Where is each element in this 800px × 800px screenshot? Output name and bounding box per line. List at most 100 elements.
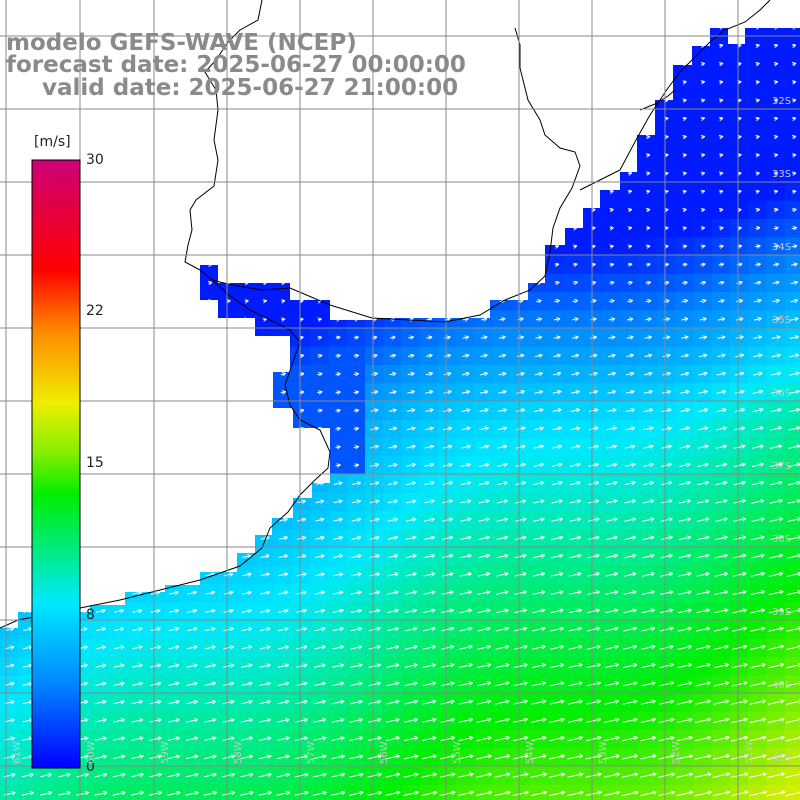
- wind-cell: [310, 146, 330, 165]
- wind-arrow: [117, 301, 120, 302]
- wind-cell: [146, 109, 165, 129]
- wind-cell: [565, 36, 585, 56]
- wind-cell: [365, 219, 384, 238]
- wind-cell: [146, 292, 165, 311]
- wind-arrow: [5, 592, 13, 594]
- wind-arrow: [209, 264, 212, 265]
- wind-arrow: [628, 118, 631, 119]
- wind-arrow: [647, 9, 650, 10]
- wind-cell: [237, 383, 257, 403]
- wind-cell: [438, 237, 457, 257]
- wind-cell: [182, 346, 202, 366]
- wind-arrow: [169, 501, 177, 503]
- wind-cell: [109, 182, 129, 202]
- wind-arrow: [683, 228, 686, 229]
- wind-cell: [529, 182, 549, 202]
- wind-arrow: [701, 210, 704, 211]
- wind-cell: [365, 310, 384, 330]
- wind-arrow: [501, 173, 504, 174]
- wind-arrow: [207, 410, 212, 411]
- wind-cell: [346, 164, 366, 184]
- wind-cell: [346, 237, 366, 257]
- wind-cell: [109, 346, 129, 366]
- wind-cell: [146, 146, 165, 165]
- wind-cell: [784, 784, 800, 800]
- wind-arrow: [409, 228, 412, 229]
- wind-cell: [310, 127, 330, 147]
- colorbar-unit: [m/s]: [34, 134, 71, 150]
- wind-cell: [584, 28, 603, 38]
- wind-arrow: [7, 410, 11, 411]
- wind-arrow: [8, 374, 11, 375]
- wind-arrow: [96, 501, 104, 503]
- wind-arrow: [98, 392, 102, 393]
- wind-arrow: [209, 155, 212, 156]
- wind-cell: [200, 182, 220, 202]
- wind-arrow: [172, 301, 175, 302]
- wind-arrow: [263, 137, 266, 138]
- wind-cell: [255, 365, 275, 384]
- wind-cell: [784, 127, 800, 147]
- wind-arrow: [756, 118, 759, 119]
- wind-cell: [492, 255, 512, 275]
- wind-arrow: [409, 246, 412, 247]
- wind-cell: [474, 164, 494, 184]
- wind-cell: [602, 73, 622, 92]
- wind-cell: [456, 28, 476, 38]
- wind-arrow: [23, 556, 31, 558]
- wind-cell: [529, 200, 549, 220]
- wind-arrow: [647, 210, 650, 211]
- wind-arrow: [555, 137, 558, 138]
- wind-cell: [511, 200, 530, 220]
- wind-cell: [0, 547, 19, 567]
- wind-arrow: [5, 574, 13, 576]
- wind-arrow: [482, 118, 485, 119]
- wind-cell: [493, 0, 512, 19]
- wind-cell: [109, 328, 129, 348]
- wind-cell: [292, 784, 311, 800]
- wind-cell: [91, 346, 111, 366]
- wind-arrow: [99, 191, 102, 192]
- wind-cell: [237, 438, 257, 457]
- wind-arrow: [318, 155, 321, 156]
- wind-cell: [164, 492, 184, 512]
- wind-cell: [182, 784, 202, 800]
- wind-cell: [0, 602, 19, 622]
- wind-cell: [164, 237, 184, 257]
- wind-cell: [0, 401, 19, 421]
- wind-cell: [73, 109, 92, 129]
- wind-arrow: [117, 191, 120, 192]
- wind-cell: [109, 401, 129, 421]
- wind-arrow: [63, 27, 66, 28]
- wind-cell: [474, 182, 494, 202]
- wind-arrow: [263, 173, 266, 174]
- lon-label: 59W: [160, 741, 171, 764]
- wind-cell: [127, 565, 147, 585]
- wind-arrow: [63, 9, 66, 10]
- wind-arrow: [262, 356, 266, 357]
- wind-arrow: [683, 246, 686, 247]
- wind-arrow: [189, 410, 194, 411]
- wind-arrow: [464, 137, 467, 138]
- wind-arrow: [114, 519, 122, 521]
- wind-arrow: [8, 356, 11, 357]
- wind-cell: [292, 200, 311, 220]
- wind-cell: [474, 200, 494, 220]
- wind-arrow: [189, 465, 194, 466]
- wind-cell: [127, 255, 147, 275]
- wind-cell: [109, 255, 129, 275]
- wind-cell: [492, 91, 512, 111]
- wind-cell: [621, 0, 640, 19]
- wind-cell: [127, 346, 147, 366]
- wind-cell: [182, 109, 202, 129]
- wind-cell: [511, 182, 530, 202]
- wind-cell: [0, 784, 19, 800]
- wind-arrow: [774, 137, 777, 138]
- wind-cell: [200, 127, 220, 147]
- wind-cell: [255, 492, 275, 512]
- wind-cell: [620, 73, 640, 92]
- wind-arrow: [756, 82, 759, 83]
- wind-cell: [565, 200, 585, 220]
- wind-arrow: [336, 319, 339, 320]
